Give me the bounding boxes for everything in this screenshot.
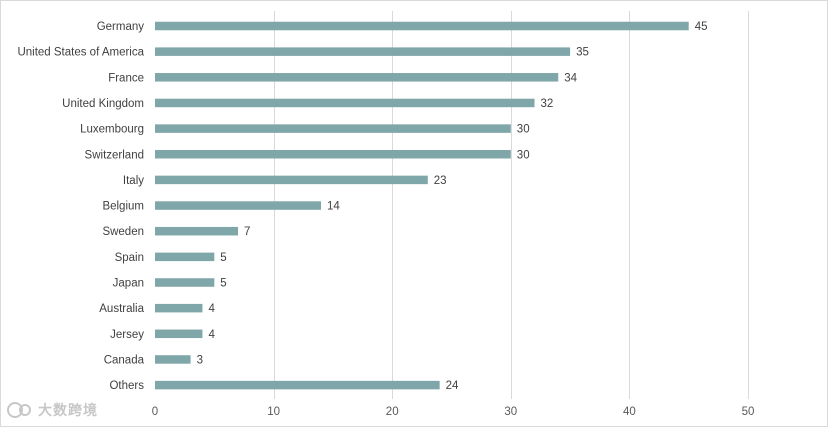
watermark-text: 大数跨境 — [38, 403, 98, 419]
category-label: Canada — [104, 354, 145, 366]
bar — [155, 73, 559, 82]
x-tick-label: 0 — [152, 406, 158, 418]
bar — [155, 47, 571, 56]
category-label: Sweden — [102, 226, 144, 238]
value-label: 23 — [434, 175, 447, 187]
category-label: Germany — [97, 21, 145, 33]
value-label: 45 — [695, 21, 708, 33]
category-label: France — [108, 72, 144, 84]
category-label: Spain — [115, 252, 144, 264]
x-tick-label: 30 — [504, 406, 517, 418]
category-label: Switzerland — [85, 149, 144, 161]
category-label: Belgium — [102, 201, 144, 213]
value-label: 4 — [208, 303, 215, 315]
bar — [155, 124, 511, 133]
value-label: 14 — [327, 201, 340, 213]
bar — [155, 226, 239, 236]
value-label: 32 — [541, 98, 554, 110]
bar — [155, 355, 191, 364]
category-label: Australia — [99, 303, 144, 315]
x-tick-label: 20 — [386, 406, 399, 418]
value-label: 3 — [197, 354, 203, 366]
value-label: 7 — [244, 226, 250, 238]
bar — [155, 201, 322, 210]
x-tick-label: 10 — [267, 406, 280, 418]
bar — [155, 278, 215, 287]
category-label: United Kingdom — [62, 98, 144, 110]
value-label: 24 — [446, 380, 459, 392]
bar — [155, 150, 511, 159]
category-label: Jersey — [110, 329, 144, 341]
x-tick-label: 40 — [623, 406, 636, 418]
value-label: 34 — [564, 72, 577, 84]
value-label: 5 — [220, 278, 226, 290]
bar — [155, 98, 535, 108]
bar — [155, 21, 689, 31]
category-labels: Germany United States of America France Uni… — [17, 21, 144, 392]
gridlines — [274, 11, 749, 399]
x-tick-label: 50 — [742, 406, 755, 418]
bar — [155, 252, 215, 262]
category-label: United States of America — [17, 47, 144, 59]
bar — [155, 303, 203, 313]
bar — [155, 329, 203, 339]
category-label: Others — [109, 380, 144, 392]
watermark-logo-icon — [7, 402, 31, 418]
category-label: Japan — [113, 278, 144, 290]
value-label: 35 — [576, 47, 589, 59]
value-label: 4 — [208, 329, 215, 341]
bars — [155, 21, 689, 390]
category-label: Italy — [123, 175, 144, 187]
value-label: 5 — [220, 252, 226, 264]
bar — [155, 380, 440, 390]
bar — [155, 175, 428, 185]
x-axis-ticks: 0 10 20 30 40 50 — [152, 406, 755, 418]
category-label: Luxembourg — [80, 124, 144, 136]
value-label: 30 — [517, 149, 530, 161]
value-labels: 45 35 34 32 30 30 23 14 7 5 5 4 4 3 24 — [197, 21, 708, 392]
value-label: 30 — [517, 124, 530, 136]
watermark: 大数跨境 — [6, 399, 98, 421]
